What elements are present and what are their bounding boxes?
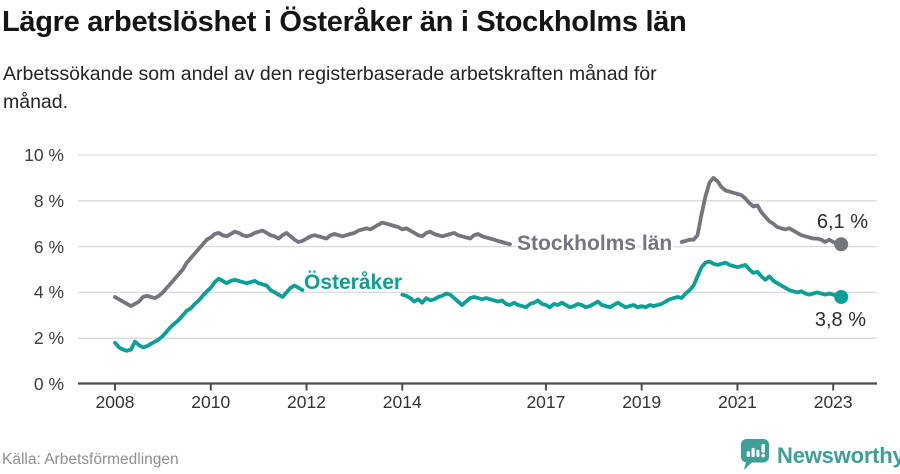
source-note: Källa: Arbetsförmedlingen xyxy=(2,451,179,468)
series-line-stockholms-lan-seg1 xyxy=(113,220,512,308)
y-axis-label: 2 % xyxy=(33,328,64,349)
end-value-label-osteraker: 3,8 % xyxy=(814,309,866,331)
y-axis-label: 4 % xyxy=(33,282,64,303)
end-dot-osteraker xyxy=(834,290,849,304)
series-line-osteraker-seg1 xyxy=(113,276,305,353)
chart-title: Lägre arbetslöshet i Österåker än i Stoc… xyxy=(2,6,687,38)
x-axis-label: 2008 xyxy=(95,392,135,412)
newsworthy-wordmark: Newsworthy xyxy=(777,442,900,468)
newsworthy-logo-icon xyxy=(740,439,770,470)
series-line-osteraker-seg2 xyxy=(400,259,844,310)
end-dot-stockholms-lan xyxy=(834,237,849,252)
y-axis-label: 0 % xyxy=(33,374,64,394)
x-axis-label: 2019 xyxy=(622,392,662,412)
x-axis-label: 2017 xyxy=(526,392,566,412)
chart-subtitle: Arbetssökande som andel av den registerb… xyxy=(3,63,657,113)
x-axis-label: 2010 xyxy=(191,392,231,412)
end-value-label-stockholms-lan: 6,1 % xyxy=(816,211,868,233)
x-axis-label: 2014 xyxy=(382,392,422,412)
y-axis-label: 6 % xyxy=(33,236,64,257)
x-axis-label: 2012 xyxy=(287,392,326,412)
y-axis-label: 10 % xyxy=(24,145,64,165)
series-line-stockholms-lan-seg2 xyxy=(679,176,844,247)
newsworthy-logo: Newsworthy xyxy=(740,438,900,471)
y-axis-label: 8 % xyxy=(33,190,64,211)
series-label-osteraker: Österåker xyxy=(304,271,403,294)
x-axis-label: 2023 xyxy=(813,392,853,412)
series-label-stockholms-lan: Stockholms län xyxy=(517,232,673,255)
x-axis-label: 2021 xyxy=(717,392,757,412)
